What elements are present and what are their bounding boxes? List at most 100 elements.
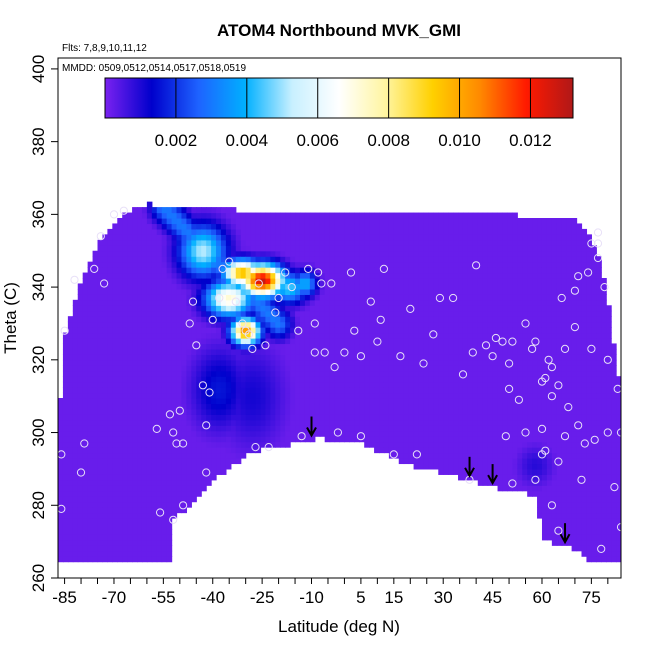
heatmap-cell <box>122 414 128 421</box>
heatmap-cell <box>122 408 128 415</box>
heatmap-cell <box>137 523 143 530</box>
heatmap-cell <box>62 387 69 394</box>
heatmap-cell <box>314 403 321 410</box>
heatmap-cell <box>250 441 257 448</box>
heatmap-cell <box>146 299 153 306</box>
heatmap-cell <box>166 207 173 214</box>
heatmap-cell <box>339 245 346 252</box>
heatmap-cell <box>512 458 518 465</box>
heatmap-cell <box>487 381 494 388</box>
heatmap-cell <box>517 441 523 448</box>
heatmap-cell <box>517 463 523 470</box>
heatmap-cell <box>408 403 415 410</box>
heatmap-cell <box>541 468 548 475</box>
heatmap-cell <box>398 283 405 290</box>
heatmap-cell <box>299 245 306 252</box>
heatmap-cell <box>448 299 454 306</box>
heatmap-cell <box>477 468 484 475</box>
heatmap-cell <box>319 403 326 410</box>
heatmap-cell <box>443 458 449 465</box>
heatmap-cell <box>186 321 192 328</box>
heatmap-cell <box>522 479 528 486</box>
heatmap-cell <box>280 294 286 301</box>
heatmap-cell <box>532 245 538 252</box>
heatmap-cell <box>537 414 543 421</box>
heatmap-cell <box>171 288 178 295</box>
heatmap-cell <box>92 278 99 285</box>
heatmap-cell <box>537 365 543 372</box>
heatmap-cell <box>107 545 113 552</box>
heatmap-cell <box>156 441 163 448</box>
heatmap-cell <box>146 381 153 388</box>
heatmap-cell <box>359 239 365 246</box>
heatmap-cell <box>87 463 94 470</box>
heatmap-cell <box>388 408 395 415</box>
heatmap-cell <box>541 496 548 503</box>
heatmap-cell <box>255 278 262 285</box>
heatmap-cell <box>132 441 138 448</box>
heatmap-cell <box>255 387 262 394</box>
heatmap-cell <box>102 452 108 459</box>
heatmap-cell <box>448 452 454 459</box>
heatmap-cell <box>290 376 296 383</box>
heatmap-cell <box>225 398 232 405</box>
heatmap-cell <box>383 447 390 454</box>
heatmap-cell <box>522 327 528 334</box>
heatmap-cell <box>132 294 138 301</box>
heatmap-cell <box>344 256 350 263</box>
heatmap-cell <box>211 359 217 366</box>
heatmap-cell <box>433 316 439 323</box>
heatmap-cell <box>462 458 469 465</box>
heatmap-cell <box>112 376 118 383</box>
heatmap-cell <box>467 239 474 246</box>
heatmap-cell <box>512 327 518 334</box>
heatmap-cell <box>314 218 321 225</box>
heatmap-cell <box>122 403 128 410</box>
heatmap-cell <box>290 403 296 410</box>
heatmap-cell <box>393 278 400 285</box>
heatmap-cell <box>507 392 513 399</box>
heatmap-cell <box>383 403 390 410</box>
heatmap-cell <box>522 463 528 470</box>
heatmap-cell <box>467 234 474 241</box>
heatmap-cell <box>369 283 375 290</box>
heatmap-cell <box>314 365 321 372</box>
heatmap-cell <box>344 343 350 350</box>
heatmap-cell <box>97 430 104 437</box>
heatmap-cell <box>151 207 158 214</box>
heatmap-cell <box>255 299 262 306</box>
heatmap-cell <box>225 436 232 443</box>
heatmap-cell <box>448 436 454 443</box>
heatmap-cell <box>82 474 89 481</box>
heatmap-cell <box>379 419 385 426</box>
heatmap-cell <box>497 479 504 486</box>
heatmap-cell <box>191 392 197 399</box>
heatmap-cell <box>141 392 148 399</box>
heatmap-cell <box>477 474 484 481</box>
heatmap-cell <box>467 278 474 285</box>
heatmap-cell <box>186 419 192 426</box>
heatmap-cell <box>532 468 538 475</box>
heatmap-cell <box>453 294 459 301</box>
heatmap-cell <box>87 343 94 350</box>
heatmap-cell <box>171 381 178 388</box>
heatmap-cell <box>171 458 178 465</box>
heatmap-cell <box>482 430 489 437</box>
heatmap-cell <box>374 327 380 334</box>
heatmap-cell <box>122 294 128 301</box>
heatmap-cell <box>196 261 202 268</box>
heatmap-cell <box>191 468 197 475</box>
heatmap-cell <box>319 305 326 312</box>
heatmap-cell <box>117 261 123 268</box>
heatmap-cell <box>467 256 474 263</box>
heatmap-cell <box>551 452 558 459</box>
heatmap-cell <box>166 354 173 361</box>
heatmap-cell <box>77 343 84 350</box>
heatmap-cell <box>546 370 553 377</box>
heatmap-cell <box>270 234 276 241</box>
heatmap-cell <box>443 321 449 328</box>
heatmap-cell <box>537 348 543 355</box>
heatmap-cell <box>245 288 252 295</box>
heatmap-cell <box>161 392 168 399</box>
heatmap-cell <box>537 468 543 475</box>
